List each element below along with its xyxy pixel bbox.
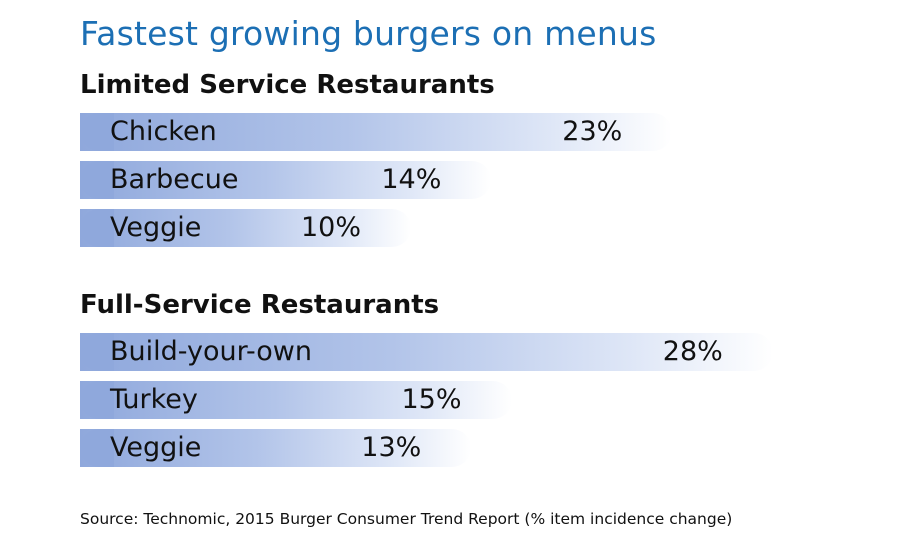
bar-category-label: Barbecue bbox=[110, 164, 239, 195]
source-note: Source: Technomic, 2015 Burger Consumer … bbox=[80, 510, 733, 528]
bar-value-label: 10% bbox=[300, 212, 361, 243]
bar: Veggie 13% bbox=[80, 429, 472, 467]
bar: Barbecue 14% bbox=[80, 161, 492, 199]
bar-value-label: 28% bbox=[662, 336, 723, 367]
bar: Build-your-own 28% bbox=[80, 333, 773, 371]
bar-category-label: Veggie bbox=[110, 212, 202, 243]
bar-value-label: 13% bbox=[361, 432, 422, 463]
bar-category-label: Veggie bbox=[110, 432, 202, 463]
chart-title: Fastest growing burgers on menus bbox=[80, 14, 657, 53]
bar-value-label: 14% bbox=[381, 164, 442, 195]
bar-category-label: Chicken bbox=[110, 116, 217, 147]
bar: Veggie 10% bbox=[80, 209, 411, 247]
bar-value-label: 23% bbox=[562, 116, 623, 147]
bar: Turkey 15% bbox=[80, 381, 512, 419]
bar-category-label: Build-your-own bbox=[110, 336, 312, 367]
section-title: Limited Service Restaurants bbox=[80, 70, 495, 100]
bar-value-label: 15% bbox=[401, 384, 462, 415]
bar-category-label: Turkey bbox=[110, 384, 198, 415]
bar: Chicken 23% bbox=[80, 113, 673, 151]
section-title: Full-Service Restaurants bbox=[80, 290, 440, 320]
